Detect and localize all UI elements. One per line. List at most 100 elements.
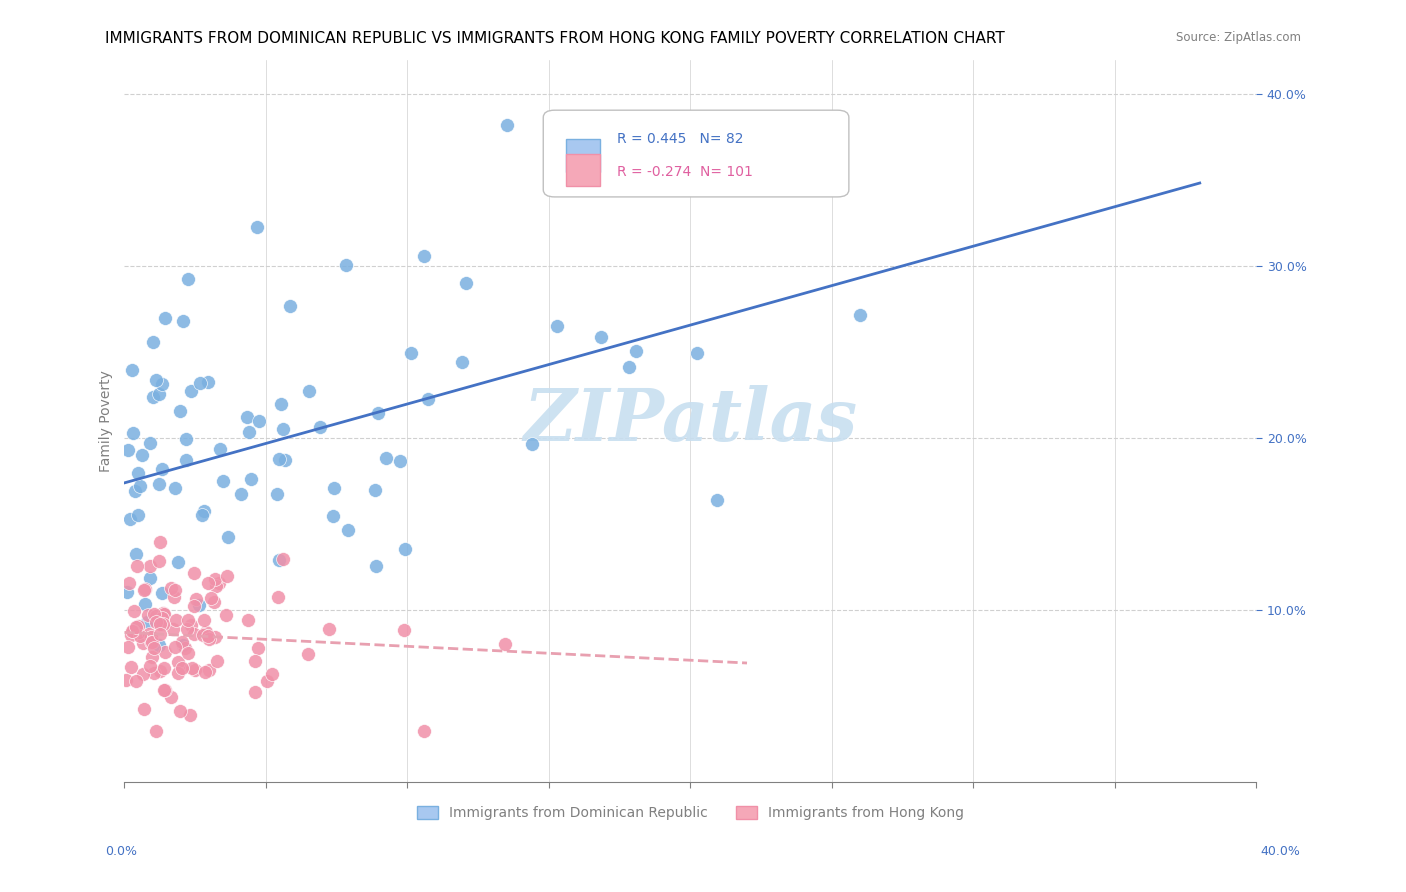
Point xyxy=(364,483,387,497)
Point xyxy=(416,392,439,406)
Point xyxy=(153,310,176,325)
Point xyxy=(131,636,153,650)
Point xyxy=(163,583,186,598)
Point xyxy=(278,299,301,313)
Point xyxy=(184,663,207,677)
Point xyxy=(180,661,202,675)
Point xyxy=(121,363,143,377)
Point xyxy=(150,586,173,600)
Point xyxy=(121,624,143,638)
Point xyxy=(125,558,148,573)
Point xyxy=(124,483,146,498)
Point xyxy=(322,509,344,524)
Point xyxy=(169,404,191,418)
Point xyxy=(148,638,170,652)
Legend: Immigrants from Dominican Republic, Immigrants from Hong Kong: Immigrants from Dominican Republic, Immi… xyxy=(412,801,969,826)
Point xyxy=(197,376,219,390)
Point xyxy=(117,442,139,457)
Point xyxy=(337,523,360,537)
Point xyxy=(143,665,166,680)
Point xyxy=(197,629,219,643)
Point xyxy=(246,220,269,235)
Point xyxy=(138,627,160,641)
Point xyxy=(335,258,357,272)
Point xyxy=(127,508,149,523)
Point xyxy=(160,582,183,596)
Point xyxy=(271,552,294,566)
Point xyxy=(127,619,149,633)
Point xyxy=(145,615,167,629)
Point xyxy=(152,607,174,621)
Point xyxy=(364,559,387,574)
Point xyxy=(495,118,517,132)
Point xyxy=(169,704,191,718)
Point xyxy=(162,622,184,636)
Point xyxy=(177,613,200,627)
Point xyxy=(183,599,205,614)
Point xyxy=(239,472,262,486)
Point xyxy=(149,616,172,631)
Point xyxy=(238,425,260,439)
Point xyxy=(145,373,167,387)
FancyBboxPatch shape xyxy=(543,111,849,197)
Point xyxy=(274,453,297,467)
Point xyxy=(322,482,344,496)
Text: R = -0.274  N= 101: R = -0.274 N= 101 xyxy=(617,165,752,178)
Point xyxy=(150,376,173,391)
Point xyxy=(148,476,170,491)
Point xyxy=(117,640,139,654)
Point xyxy=(188,598,211,612)
Point xyxy=(309,420,332,434)
Point xyxy=(139,630,162,644)
Point xyxy=(152,617,174,632)
Point xyxy=(494,637,516,651)
Point xyxy=(367,406,389,420)
Point xyxy=(143,641,166,656)
Point xyxy=(229,487,252,501)
Text: R = 0.445   N= 82: R = 0.445 N= 82 xyxy=(617,132,744,146)
Point xyxy=(709,146,731,161)
Point xyxy=(202,595,225,609)
Point xyxy=(149,534,172,549)
Point xyxy=(191,508,214,523)
Point xyxy=(131,449,153,463)
Text: IMMIGRANTS FROM DOMINICAN REPUBLIC VS IMMIGRANTS FROM HONG KONG FAMILY POVERTY C: IMMIGRANTS FROM DOMINICAN REPUBLIC VS IM… xyxy=(105,31,1005,46)
Point xyxy=(134,582,156,596)
Point xyxy=(141,634,163,648)
Point xyxy=(145,723,167,738)
Point xyxy=(454,277,477,291)
Point xyxy=(150,461,173,475)
Point xyxy=(149,627,172,641)
Point xyxy=(204,579,226,593)
Point xyxy=(165,481,187,495)
Point xyxy=(520,437,543,451)
Point xyxy=(260,667,283,681)
Point xyxy=(118,576,141,591)
Point xyxy=(125,674,148,689)
Point xyxy=(706,493,728,508)
Point xyxy=(125,620,148,634)
Text: Source: ZipAtlas.com: Source: ZipAtlas.com xyxy=(1175,31,1301,45)
Point xyxy=(215,569,238,583)
Point xyxy=(179,708,201,723)
Point xyxy=(197,632,219,647)
Point xyxy=(167,655,190,669)
Point xyxy=(141,650,163,665)
Point xyxy=(139,571,162,585)
Point xyxy=(269,452,291,467)
Point xyxy=(208,575,231,590)
Point xyxy=(205,654,228,668)
Point xyxy=(197,576,219,591)
Point xyxy=(180,618,202,632)
Point xyxy=(128,624,150,639)
Point xyxy=(165,613,187,627)
Point xyxy=(174,452,197,467)
Text: 0.0%: 0.0% xyxy=(105,846,138,858)
Point xyxy=(153,682,176,697)
Point xyxy=(243,684,266,698)
Point xyxy=(170,661,193,675)
Point xyxy=(132,583,155,598)
Point xyxy=(174,432,197,446)
Point xyxy=(160,690,183,704)
Point xyxy=(193,504,215,518)
